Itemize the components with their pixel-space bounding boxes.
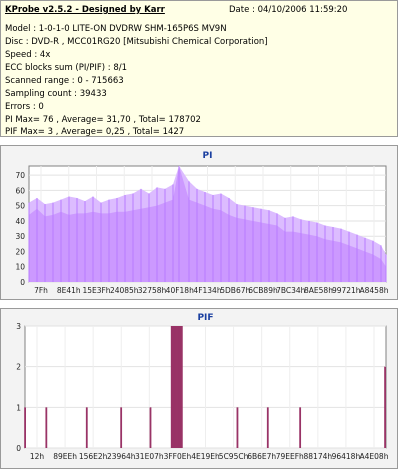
x-tick-label: 32758h bbox=[138, 286, 167, 295]
pif-bar bbox=[236, 407, 239, 448]
y-tick-label: 0 bbox=[16, 444, 21, 453]
x-tick-label: 6B6E7h bbox=[247, 452, 276, 461]
pif-bar bbox=[384, 366, 386, 448]
info-model: Model : 1-0-1-0 LITE-ON DVDRW SHM-165P6S… bbox=[5, 24, 227, 34]
pif-bar bbox=[175, 326, 178, 448]
pif-bar bbox=[85, 407, 88, 448]
y-tick-label: 20 bbox=[15, 247, 25, 256]
x-tick-label: 8E41h bbox=[57, 286, 81, 295]
pif-bar bbox=[170, 326, 173, 448]
app-title: KProbe v2.5.2 - Designed by Karr bbox=[5, 5, 165, 15]
pif-bar bbox=[180, 326, 183, 448]
info-scanned-range: Scanned range : 0 - 715663 bbox=[5, 76, 124, 86]
scan-date: Date : 04/10/2006 11:59:20 bbox=[229, 5, 348, 15]
x-tick-label: 6CB89h bbox=[248, 286, 278, 295]
x-tick-label: 40F18h bbox=[166, 286, 194, 295]
y-tick-label: 3 bbox=[16, 322, 21, 331]
x-tick-label: 4F134h bbox=[193, 286, 221, 295]
pif-bar bbox=[171, 326, 174, 448]
y-tick-label: 30 bbox=[15, 232, 25, 241]
x-tick-label: 5DB67h bbox=[220, 286, 250, 295]
y-tick-label: 60 bbox=[15, 186, 25, 195]
y-tick-label: 2 bbox=[16, 363, 21, 372]
pif-chart: PIF 0 1 2 3 12h 89EEh 156E2h 23964h 31E07h 3FF0Eh 4… bbox=[16, 313, 389, 461]
y-tick-label: 1 bbox=[16, 403, 21, 412]
x-tick-label: 24085h bbox=[110, 286, 139, 295]
x-tick-label: A8458h bbox=[360, 286, 389, 295]
x-tick-label: 156E2h bbox=[79, 452, 108, 461]
chart-title: PI bbox=[203, 151, 213, 161]
info-panel: KProbe v2.5.2 - Designed by Karr Date : … bbox=[0, 0, 398, 137]
pif-bar bbox=[177, 326, 180, 448]
y-tick-label: 50 bbox=[15, 202, 25, 211]
x-tick-label: 7BC34h bbox=[276, 286, 306, 295]
x-tick-label: 79EEFh bbox=[276, 452, 304, 461]
x-tick-label: 23964h bbox=[107, 452, 136, 461]
pif-bar bbox=[172, 326, 175, 448]
pif-bar bbox=[45, 407, 48, 448]
pif-bar bbox=[120, 407, 123, 448]
pif-chart-panel: PIF 0 1 2 3 12h 89EEh 156E2h 23964h 31E07h 3FF0Eh 4… bbox=[0, 308, 398, 469]
info-errors: Errors : 0 bbox=[5, 102, 44, 112]
x-tick-label: 15E3Fh bbox=[82, 286, 110, 295]
x-tick-label: A4E08h bbox=[360, 452, 389, 461]
info-pif-stats: PIF Max= 3 , Average= 0,25 , Total= 1427 bbox=[5, 127, 185, 137]
info-ecc-sum: ECC blocks sum (PI/PIF) : 8/1 bbox=[5, 63, 128, 73]
pif-bar bbox=[178, 326, 181, 448]
x-tick-label: 89EEh bbox=[53, 452, 77, 461]
x-tick-label: 3FF0Eh bbox=[164, 452, 192, 461]
info-speed: Speed : 4x bbox=[5, 50, 51, 60]
info-pi-stats: PI Max= 76 , Average= 31,70 , Total= 178… bbox=[5, 115, 201, 125]
info-disc: Disc : DVD-R , MCC01RG20 [Mitsubishi Che… bbox=[5, 37, 268, 47]
x-tick-label: 5C95Ch bbox=[219, 452, 249, 461]
x-tick-label: 88174h bbox=[304, 452, 333, 461]
pif-bar bbox=[174, 326, 177, 448]
y-tick-label: 0 bbox=[20, 278, 25, 287]
x-tick-label: 8AE58h bbox=[304, 286, 333, 295]
pif-bar bbox=[179, 326, 182, 448]
pif-bar bbox=[24, 407, 26, 448]
pif-bar bbox=[266, 407, 269, 448]
info-sampling-count: Sampling count : 39433 bbox=[5, 89, 107, 99]
pi-chart: PI 0 10 20 30 40 50 60 70 7Fh 8E41h 15E3Fh 24085h 327… bbox=[15, 151, 389, 295]
pif-bar bbox=[299, 407, 302, 448]
pif-bar bbox=[173, 326, 176, 448]
x-tick-label: 7Fh bbox=[34, 286, 48, 295]
pif-bar bbox=[149, 407, 152, 448]
x-tick-label: 99721h bbox=[332, 286, 361, 295]
pif-bar bbox=[176, 326, 179, 448]
x-tick-label: 31E07h bbox=[135, 452, 164, 461]
x-tick-label: 96418h bbox=[332, 452, 361, 461]
chart-title: PIF bbox=[197, 313, 213, 323]
y-tick-label: 70 bbox=[15, 171, 25, 180]
x-tick-label: 4E19Eh bbox=[191, 452, 220, 461]
x-tick-label: 12h bbox=[30, 452, 45, 461]
pi-area-series bbox=[29, 166, 386, 282]
y-tick-label: 40 bbox=[15, 217, 25, 226]
y-tick-label: 10 bbox=[15, 263, 25, 272]
pi-chart-panel: PI 0 10 20 30 40 50 60 70 7Fh 8E41h 15E3Fh 24085h 327… bbox=[0, 145, 398, 300]
